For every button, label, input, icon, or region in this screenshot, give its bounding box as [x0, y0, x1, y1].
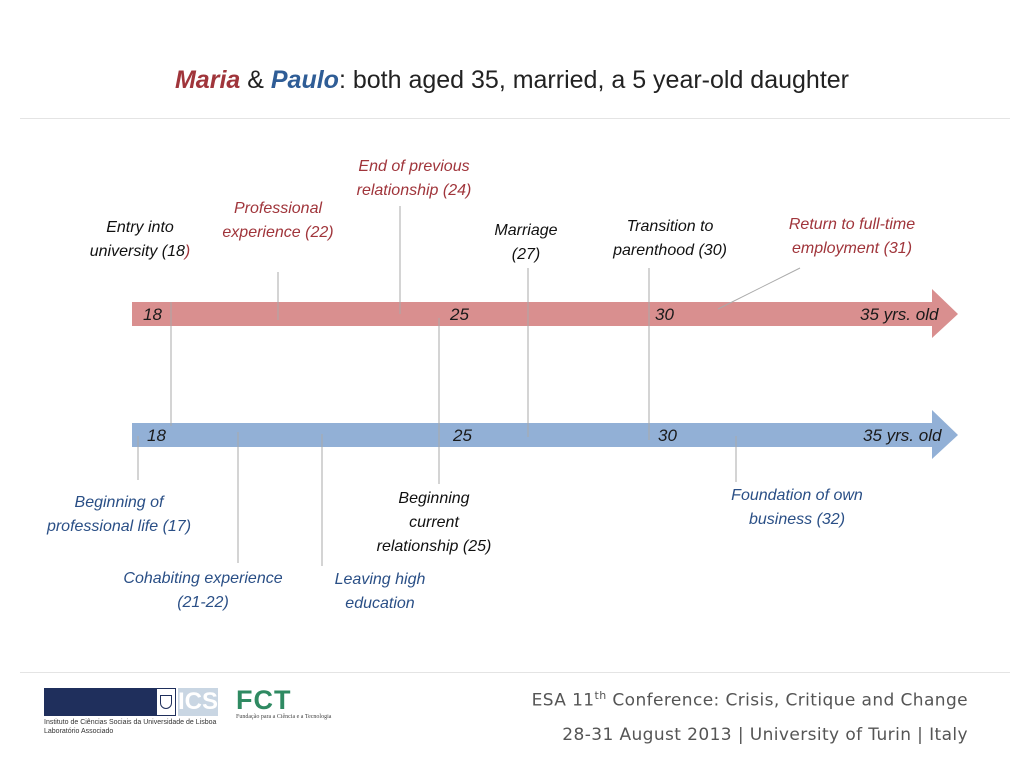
maria-tick-18: 18	[143, 305, 162, 324]
footer-conf-suffix: Conference: Crisis, Critique and Change	[606, 690, 968, 711]
event-label-line: End of previous	[358, 158, 470, 175]
event-label-line: (27)	[511, 246, 541, 263]
event-label-line: Professional	[233, 200, 323, 217]
event-label-line: relationship (25)	[376, 538, 492, 555]
event-marriage: Marriage (27)	[476, 219, 576, 267]
slide-title: Maria & Paulo: both aged 35, married, a …	[0, 66, 1024, 95]
event-label-line: Cohabiting experience	[123, 570, 283, 587]
event-label-line: (21-22)	[177, 594, 229, 611]
footer-conf-sup: th	[594, 689, 607, 702]
ics-logo: ICS	[44, 688, 218, 716]
ics-caption-line: Instituto de Ciências Sociais da Univers…	[44, 719, 217, 726]
event-label-line: relationship (24)	[356, 182, 472, 199]
maria-tick-25: 25	[450, 305, 469, 324]
paulo-tick-18: 18	[147, 426, 166, 445]
footer-date-place: 28-31 August 2013 | University of Turin …	[562, 725, 968, 745]
maria-tick-35: 35 yrs. old	[860, 305, 939, 324]
title-ampersand: &	[240, 66, 271, 94]
paulo-timeline-arrow	[132, 410, 958, 459]
event-label-line: Entry into	[106, 219, 174, 236]
ics-caption-line: Laboratório Associado	[44, 728, 114, 735]
event-professional-experience: Professional experience (22)	[206, 197, 350, 245]
title-name-paulo: Paulo	[270, 66, 339, 94]
event-cohabiting-experience: Cohabiting experience (21-22)	[106, 567, 300, 615]
event-label-line: professional life (17)	[46, 518, 192, 535]
university-crest-icon	[156, 688, 176, 716]
event-leaving-high-education: Leaving high education	[318, 568, 442, 616]
event-foundation-own-business: Foundation of own business (32)	[708, 484, 886, 532]
event-label-line: Beginning	[398, 490, 470, 507]
connector-return-work	[717, 267, 801, 310]
title-description: : both aged 35, married, a 5 year-old da…	[338, 66, 849, 94]
event-beginning-professional-life: Beginning of professional life (17)	[30, 491, 208, 539]
event-transition-parenthood: Transition to parenthood (30)	[596, 215, 744, 263]
header-divider	[20, 118, 1010, 119]
maria-timeline-arrow	[132, 289, 958, 338]
event-entry-university: Entry into university (18)	[70, 216, 210, 264]
event-beginning-current-relationship: Beginning current relationship (25)	[354, 487, 514, 559]
footer-conf-prefix: ESA 11	[531, 690, 595, 711]
event-label-line: employment (31)	[791, 240, 913, 257]
fct-logo: FCT Fundação para a Ciência e a Tecnolog…	[236, 686, 331, 721]
event-label-text: university (18	[89, 243, 185, 260]
footer-divider	[20, 672, 1010, 673]
ics-logo-bar	[44, 688, 156, 716]
event-label-line: Beginning of	[74, 494, 164, 511]
paulo-tick-35: 35 yrs. old	[863, 426, 942, 445]
event-label-line: current	[409, 514, 459, 531]
maria-tick-30: 30	[655, 305, 674, 324]
event-label-line: Return to full-time	[788, 216, 916, 233]
event-label-line: university (18)	[70, 240, 210, 264]
event-return-full-time-employment: Return to full-time employment (31)	[766, 213, 938, 261]
event-label-line: Transition to	[626, 218, 714, 235]
event-label-line: parenthood (30)	[613, 242, 727, 259]
paulo-tick-30: 30	[658, 426, 677, 445]
fct-logo-caption: Fundação para a Ciência e a Tecnologia	[236, 714, 332, 720]
event-label-line: business (32)	[748, 511, 846, 528]
event-label-line: experience (22)	[222, 224, 334, 241]
ics-logo-text: ICS	[178, 688, 219, 716]
event-label-line: Leaving high	[334, 571, 426, 588]
event-label-line: education	[345, 595, 415, 612]
paulo-tick-25: 25	[453, 426, 472, 445]
event-label-paren: )	[184, 243, 191, 260]
event-end-previous-relationship: End of previous relationship (24)	[334, 155, 494, 203]
ics-logo-caption: Instituto de Ciências Sociais da Univers…	[44, 718, 244, 736]
event-label-line: Marriage	[494, 222, 558, 239]
title-name-maria: Maria	[174, 66, 241, 94]
event-label-line: Foundation of own	[731, 487, 863, 504]
footer-conference: ESA 11th Conference: Crisis, Critique an…	[532, 689, 968, 711]
fct-logo-text: FCT	[236, 685, 292, 715]
